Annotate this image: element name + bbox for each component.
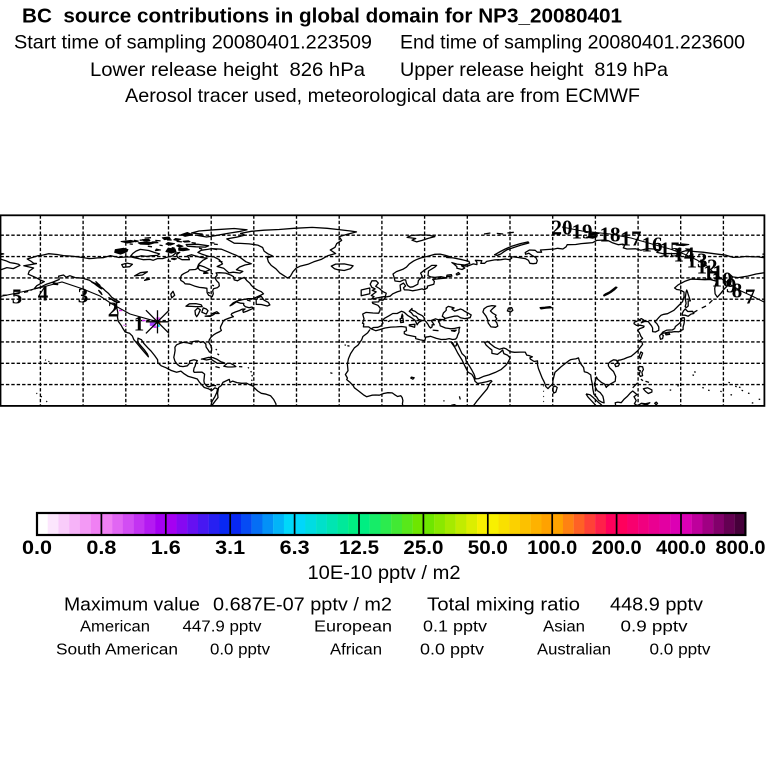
svg-text:15: 15: [660, 238, 681, 262]
svg-text:3.1: 3.1: [215, 538, 245, 559]
svg-text:Upper release height 819 hPa: Upper release height 819 hPa: [400, 59, 668, 81]
svg-text:12.5: 12.5: [339, 538, 379, 559]
svg-text:Lower release height 826 hPa: Lower release height 826 hPa: [90, 59, 365, 81]
svg-text:2: 2: [108, 298, 119, 322]
svg-text:19: 19: [572, 220, 593, 244]
svg-text:25.0: 25.0: [403, 538, 443, 559]
svg-text:7: 7: [745, 285, 756, 309]
svg-text:10: 10: [712, 268, 733, 292]
svg-text:448.9 pptv: 448.9 pptv: [610, 595, 703, 615]
svg-text:16: 16: [642, 233, 663, 257]
svg-text:400.0: 400.0: [656, 538, 706, 559]
svg-text:17: 17: [621, 227, 642, 251]
svg-text:10E-10 pptv / m2: 10E-10 pptv / m2: [308, 562, 461, 584]
svg-text:Maximum value: Maximum value: [64, 595, 200, 615]
svg-text:1: 1: [134, 312, 145, 336]
svg-text:0.9 pptv: 0.9 pptv: [621, 619, 688, 636]
svg-text:8: 8: [732, 279, 743, 303]
svg-text:5: 5: [12, 285, 23, 309]
svg-text:Australian: Australian: [537, 641, 611, 658]
svg-text:100.0: 100.0: [527, 538, 577, 559]
svg-text:447.9 pptv: 447.9 pptv: [183, 619, 262, 636]
svg-text:South American: South American: [56, 641, 178, 658]
svg-text:BC source contributions in gl: BC source contributions in global domain…: [22, 5, 622, 27]
svg-text:20: 20: [552, 216, 573, 240]
svg-text:American: American: [80, 619, 150, 636]
svg-text:1.6: 1.6: [151, 538, 181, 559]
svg-text:0.8: 0.8: [86, 538, 116, 559]
svg-text:14: 14: [674, 243, 696, 267]
svg-text:0.687E-07 pptv / m2: 0.687E-07 pptv / m2: [213, 595, 392, 615]
svg-text:11: 11: [703, 261, 723, 285]
svg-text:0.0 pptv: 0.0 pptv: [210, 641, 270, 658]
svg-text:End time of sampling 20080401.: End time of sampling 20080401.223600: [400, 32, 745, 54]
svg-text:Total mixing ratio: Total mixing ratio: [427, 595, 580, 615]
svg-text:13: 13: [687, 249, 708, 273]
svg-text:18: 18: [600, 223, 621, 247]
svg-text:0.0 pptv: 0.0 pptv: [650, 641, 711, 658]
svg-text:4: 4: [38, 282, 49, 306]
svg-text:12: 12: [697, 255, 718, 279]
svg-text:200.0: 200.0: [592, 538, 642, 559]
svg-text:0.0 pptv: 0.0 pptv: [420, 641, 484, 658]
svg-text:800.0: 800.0: [716, 538, 766, 559]
svg-text:0.1 pptv: 0.1 pptv: [423, 619, 487, 636]
svg-text:3: 3: [78, 284, 89, 308]
svg-text:Asian: Asian: [543, 619, 585, 636]
svg-text:0.0: 0.0: [22, 538, 52, 559]
svg-text:9: 9: [726, 274, 737, 298]
svg-text:African: African: [330, 641, 382, 658]
svg-text:Aerosol tracer used, meteorolo: Aerosol tracer used, meteorological data…: [125, 85, 640, 107]
svg-text:50.0: 50.0: [468, 538, 508, 559]
svg-text:6.3: 6.3: [280, 538, 310, 559]
svg-text:Start time of sampling 2008040: Start time of sampling 20080401.223509: [14, 32, 372, 54]
svg-text:European: European: [314, 619, 392, 636]
